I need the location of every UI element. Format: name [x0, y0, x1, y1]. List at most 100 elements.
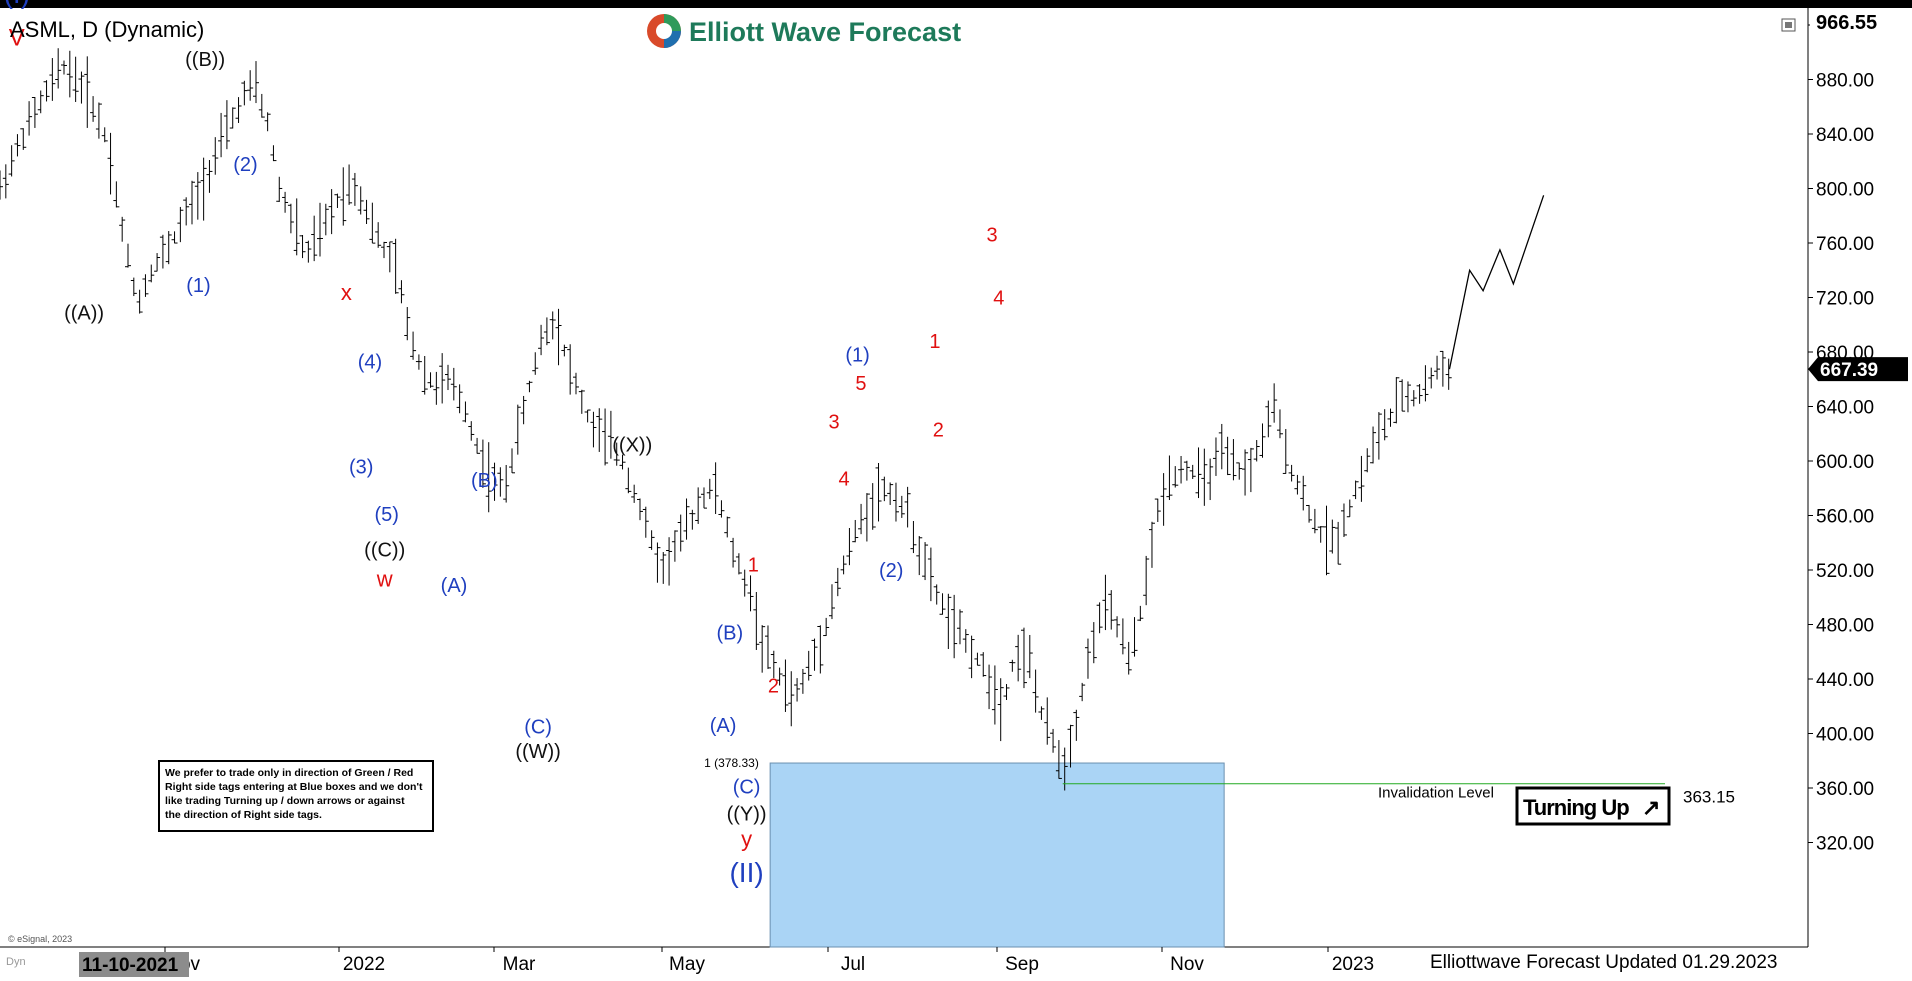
ohlc-bar — [1346, 499, 1353, 518]
ohlc-bar — [1317, 526, 1324, 543]
ohlc-bar — [1166, 455, 1173, 501]
ohlc-bar — [951, 594, 958, 659]
ohlc-bar — [782, 659, 789, 712]
ohlc-bar — [37, 90, 44, 114]
ohlc-bar — [14, 134, 21, 157]
ohlc-bar — [293, 198, 300, 256]
ohlc-bar — [636, 498, 643, 521]
ohlc-bar — [427, 372, 434, 388]
ohlc-bar — [549, 311, 556, 340]
cursor-mark: Dyn — [6, 956, 26, 968]
ohlc-bar — [1364, 448, 1371, 473]
ohlc-bar — [939, 593, 946, 615]
note-line-3: like trading Turning up / down arrows or… — [165, 795, 405, 807]
wave-label: (B) — [716, 622, 743, 644]
ohlc-bar — [817, 625, 824, 674]
wave-label: 2 — [768, 676, 779, 698]
ohlc-bar — [49, 58, 56, 101]
ohlc-bar — [235, 97, 242, 123]
ohlc-bar — [72, 56, 79, 102]
ohlc-bar — [340, 167, 347, 226]
ohlc-bar — [933, 584, 940, 605]
ohlc-bar — [439, 353, 446, 404]
ohlc-bar — [346, 164, 353, 205]
time-axis-ticks: ov 2022 Mar May Jul Sep Nov 2023 — [164, 947, 1374, 975]
ohlc-bar — [1323, 505, 1330, 576]
ohlc-bar — [1125, 641, 1132, 675]
wave-label: (A) — [441, 575, 468, 597]
time-tick-label: Nov — [1170, 954, 1204, 975]
ohlc-bar — [753, 591, 760, 650]
ohlc-bar — [956, 609, 963, 645]
ohlc-bar — [904, 486, 911, 528]
wave-label: 3 — [987, 225, 998, 247]
logo-text: Elliott Wave Forecast — [689, 17, 961, 47]
ohlc-bar — [1434, 355, 1441, 380]
wave-label: (C) — [524, 717, 552, 739]
cursor-date: 11-10-2021 — [82, 955, 179, 976]
cursor-date-tag: Dyn 11-10-2021 — [6, 952, 189, 977]
ohlc-bar — [119, 216, 126, 242]
ohlc-bar — [747, 575, 754, 612]
ohlc-bar — [863, 493, 870, 542]
ohlc-bar — [980, 652, 987, 677]
ohlc-bar — [1212, 437, 1219, 476]
last-price-tag: 667.39 — [1808, 357, 1908, 382]
window-restore-icon[interactable] — [1781, 18, 1796, 32]
ohlc-bar — [1271, 383, 1278, 423]
wave-label: (4) — [358, 351, 382, 373]
ohlc-bar — [1306, 504, 1313, 523]
ohlc-bar — [229, 107, 236, 129]
ohlc-bar — [764, 625, 771, 669]
ohlc-bar — [823, 617, 830, 637]
ohlc-bar — [375, 222, 382, 248]
wave-label: (1) — [845, 345, 869, 367]
ohlc-bar — [1148, 521, 1155, 568]
ohlc-bar — [724, 516, 731, 538]
ohlc-bar — [398, 280, 405, 304]
ohlc-bar — [450, 367, 457, 401]
ohlc-bar — [916, 535, 923, 576]
ohlc-bar — [602, 408, 609, 466]
ohlc-bar — [212, 137, 219, 175]
updated-footer: Elliottwave Forecast Updated 01.29.2023 — [1430, 952, 1778, 973]
wave-label: x — [341, 280, 352, 305]
ohlc-bar — [369, 202, 376, 244]
ohlc-bar — [1224, 436, 1231, 476]
ohlc-bar — [1428, 367, 1435, 389]
ohlc-bar — [1242, 449, 1249, 496]
ohlc-bar — [206, 159, 213, 193]
trading-note-box: We prefer to trade only in direction of … — [158, 760, 434, 832]
ohlc-bar — [357, 186, 364, 215]
ohlc-bar — [130, 277, 137, 297]
wave-label: ((W)) — [515, 741, 561, 763]
price-tick-label: 640.00 — [1816, 398, 1874, 419]
ohlc-bar — [1201, 448, 1208, 506]
ohlc-bar — [578, 389, 585, 414]
ohlc-bar — [1038, 706, 1045, 720]
ohlc-bar — [444, 364, 451, 391]
ohlc-bar — [834, 567, 841, 597]
ohlc-bar — [677, 514, 684, 552]
ohlc-bar — [869, 483, 876, 530]
ohlc-bar — [1294, 474, 1301, 495]
ohlc-bar — [299, 235, 306, 259]
ohlc-bar — [433, 371, 440, 405]
price-tick-label: 560.00 — [1816, 507, 1874, 528]
ohlc-bar — [148, 264, 155, 283]
ohlc-bar — [1073, 709, 1080, 741]
ohlc-bar — [107, 132, 114, 195]
wave-label: (3) — [349, 456, 373, 478]
ohlc-bar — [1137, 605, 1144, 622]
ohlc-bar — [90, 96, 97, 122]
ohlc-bar — [805, 650, 812, 681]
ohlc-bar — [788, 671, 795, 727]
ohlc-bar — [718, 500, 725, 518]
note-line-4: the direction of Right side tags. — [165, 809, 322, 821]
ohlc-bar — [770, 650, 777, 679]
ohlc-bar — [1032, 669, 1039, 713]
ohlc-bar — [1114, 616, 1121, 638]
ohlc-bar — [1253, 440, 1260, 462]
ohlc-bar — [142, 274, 149, 297]
ohlc-bar — [561, 344, 568, 357]
